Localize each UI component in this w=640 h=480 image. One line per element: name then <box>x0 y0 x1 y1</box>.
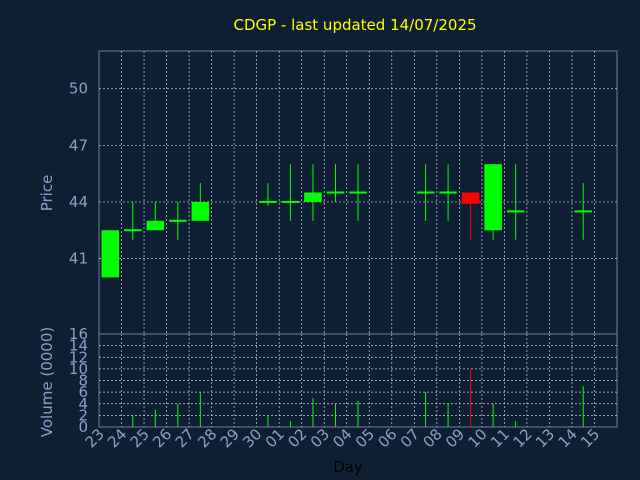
volume-tick-label: 6 <box>78 383 88 401</box>
x-tick-label: 15 <box>577 425 603 451</box>
candles <box>101 164 593 278</box>
volume-grid <box>99 334 617 427</box>
candle-body <box>304 192 322 202</box>
volume-axis-label: Volume (0000) <box>38 327 56 437</box>
candle-body <box>281 200 300 203</box>
price-tick-label: 44 <box>69 193 88 211</box>
candle-body <box>123 229 142 232</box>
candle-body <box>101 230 120 278</box>
price-tick-labels: 50 47 44 41 <box>69 80 88 268</box>
volume-tick-label: 14 <box>69 337 88 355</box>
volume-tick-label: 2 <box>78 406 88 424</box>
candle-body <box>439 191 457 194</box>
x-axis-label: Day <box>333 458 363 476</box>
price-grid <box>99 51 617 334</box>
volume-tick-label: 0 <box>78 418 88 436</box>
candle-body <box>506 210 525 213</box>
y-axis-label: Price <box>38 175 56 212</box>
candle-body <box>461 192 480 204</box>
volume-tick-label: 12 <box>69 348 88 366</box>
candle-body <box>146 220 165 231</box>
volume-tick-label: 8 <box>78 372 88 390</box>
candle-body <box>484 164 502 231</box>
candle-body <box>416 191 435 194</box>
volume-tick-label: 16 <box>69 325 88 343</box>
volume-tick-label: 10 <box>69 360 88 378</box>
chart-title: CDGP - last updated 14/07/2025 <box>233 16 476 34</box>
candle-body <box>326 191 345 194</box>
volume-tick-label: 4 <box>78 395 88 413</box>
price-tick-label: 50 <box>69 80 88 98</box>
candle-body <box>259 200 277 203</box>
candle-body <box>574 210 593 213</box>
price-tick-label: 41 <box>69 250 88 268</box>
candle-body <box>191 201 210 221</box>
price-tick-label: 47 <box>69 136 88 154</box>
x-tick-labels: 2324252627282930010203040506070809101112… <box>82 425 604 451</box>
volume-bars <box>132 368 584 427</box>
candle-body <box>169 219 187 222</box>
candle-body <box>349 191 367 194</box>
